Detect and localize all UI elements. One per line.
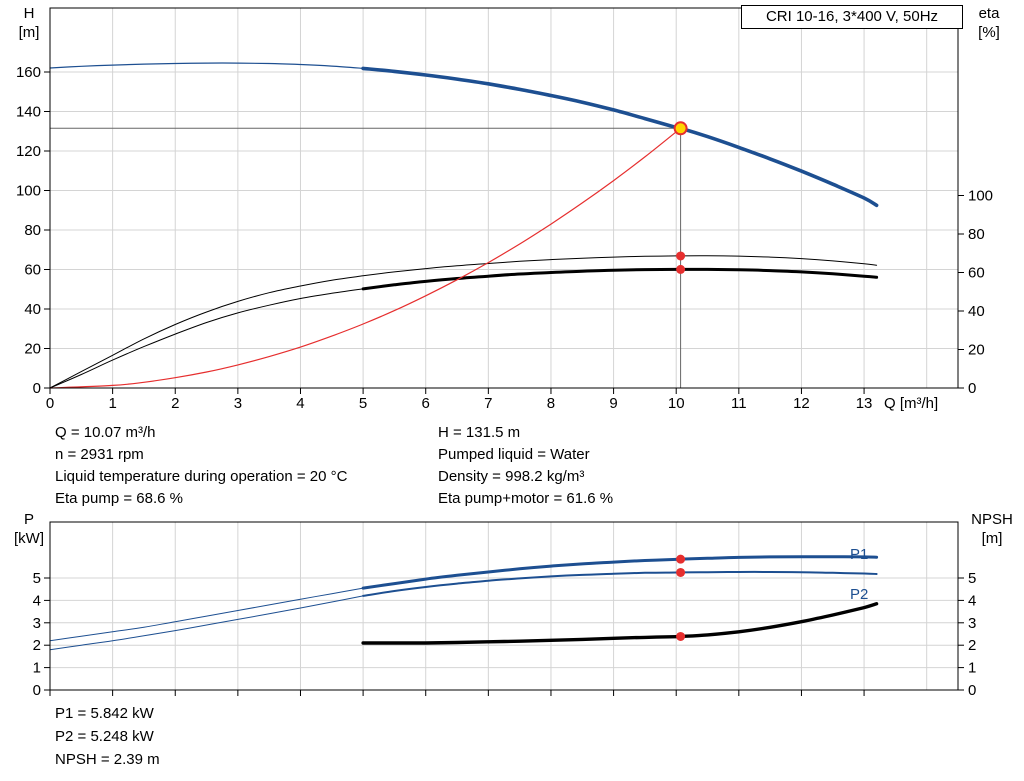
y-right-tick-label: 20 xyxy=(968,341,985,358)
y-right-tick-label: 60 xyxy=(968,264,985,281)
x-tick-label: 3 xyxy=(234,395,242,412)
y-right-tick-label: 2 xyxy=(968,637,976,654)
p1-curve xyxy=(361,555,879,590)
x-tick-label: 13 xyxy=(856,395,873,412)
x-tick-label: 4 xyxy=(296,395,304,412)
p1-lead-curve xyxy=(49,587,364,642)
info-eta-pump-motor: Eta pump+motor = 61.6 % xyxy=(438,490,614,507)
x-tick-label: 5 xyxy=(359,395,367,412)
pump-title-box: CRI 10-16, 3*400 V, 50Hz xyxy=(741,5,963,29)
p-axis-unit: [kW] xyxy=(14,530,44,547)
y-right-tick-label: 1 xyxy=(968,660,976,677)
p-axis-symbol: P xyxy=(23,511,34,528)
eta-pump-point xyxy=(676,251,686,261)
y-left-tick-label: 0 xyxy=(33,380,41,397)
info-p1: P1 = 5.842 kW xyxy=(55,705,154,722)
npsh-axis-title: NPSH [m] xyxy=(964,510,1020,548)
y-left-tick-label: 20 xyxy=(24,340,41,357)
y-left-tick-label: 4 xyxy=(33,592,41,609)
x-tick-label: 9 xyxy=(609,395,617,412)
duty-info-left: Q = 10.07 m³/h n = 2931 rpm Liquid tempe… xyxy=(55,422,347,510)
x-tick-label: 11 xyxy=(731,395,747,412)
y-left-tick-label: 100 xyxy=(16,182,41,199)
npsh-point xyxy=(676,631,686,641)
y-right-tick-label: 0 xyxy=(968,380,976,397)
info-liquid-temp: Liquid temperature during operation = 20… xyxy=(55,468,348,485)
y-left-tick-label: 3 xyxy=(33,615,41,632)
x-tick-label: 0 xyxy=(46,395,54,412)
head-lead-curve xyxy=(49,62,364,69)
system-curve xyxy=(49,127,682,389)
y-left-tick-label: 1 xyxy=(33,660,41,677)
eta-axis-title: eta [%] xyxy=(966,4,1012,42)
p2-lead-curve xyxy=(49,595,364,651)
info-h: H = 131.5 m xyxy=(438,424,521,441)
y-left-tick-label: 120 xyxy=(16,143,41,160)
info-n: n = 2931 rpm xyxy=(55,446,144,463)
y-left-tick-label: 140 xyxy=(16,103,41,120)
x-tick-label: 7 xyxy=(484,395,492,412)
y-left-tick-label: 5 xyxy=(33,570,41,587)
head-curve xyxy=(361,66,879,208)
y-left-tick-label: 40 xyxy=(24,301,41,318)
info-q: Q = 10.07 m³/h xyxy=(55,424,156,441)
x-tick-label: 10 xyxy=(668,395,685,412)
info-density: Density = 998.2 kg/m³ xyxy=(438,468,585,485)
h-axis-unit: [m] xyxy=(18,24,40,41)
npsh-axis-symbol: NPSH xyxy=(971,511,1013,528)
x-tick-label: 1 xyxy=(108,395,116,412)
y-left-tick-label: 160 xyxy=(16,64,41,81)
eta-pump-curve xyxy=(49,255,878,389)
x-tick-label: 6 xyxy=(422,395,430,412)
plot-border xyxy=(49,7,959,389)
eta-pump-motor-point xyxy=(676,264,686,274)
x-tick-label: 12 xyxy=(793,395,810,412)
y-right-tick-label: 0 xyxy=(968,682,976,699)
x-tick-label: 2 xyxy=(171,395,179,412)
info-eta-pump: Eta pump = 68.6 % xyxy=(55,490,183,507)
y-left-tick-label: 80 xyxy=(24,222,41,239)
y-left-tick-label: 60 xyxy=(24,261,41,278)
y-left-tick-label: 2 xyxy=(33,637,41,654)
y-right-tick-label: 5 xyxy=(968,570,976,587)
y-right-tick-label: 4 xyxy=(968,592,976,609)
p2-curve xyxy=(362,570,878,597)
y-right-tick-label: 80 xyxy=(968,226,985,243)
x-tick-label: 8 xyxy=(547,395,555,412)
eta-axis-unit: [%] xyxy=(978,24,1000,41)
duty-point xyxy=(673,121,688,136)
y-right-tick-label: 40 xyxy=(968,303,985,320)
npsh-curve xyxy=(361,602,879,645)
info-pumped-liquid: Pumped liquid = Water xyxy=(438,446,590,463)
eta-pump-motor-lead-curve xyxy=(49,288,364,389)
power-info: P1 = 5.842 kW P2 = 5.248 kW NPSH = 2.39 … xyxy=(55,702,160,771)
info-npsh: NPSH = 2.39 m xyxy=(55,751,160,768)
eta-axis-symbol: eta xyxy=(978,5,1000,22)
h-axis-symbol: H xyxy=(23,5,35,22)
eta-pump-motor-curve xyxy=(361,267,879,291)
y-right-tick-label: 3 xyxy=(968,615,976,632)
duty-info-right: H = 131.5 m Pumped liquid = Water Densit… xyxy=(438,422,613,510)
p2-label: P2 xyxy=(850,586,869,603)
info-p2: P2 = 5.248 kW xyxy=(55,728,154,745)
y-left-tick-label: 0 xyxy=(33,682,41,699)
y-right-tick-label: 100 xyxy=(968,187,993,204)
p1-point xyxy=(676,554,686,564)
plot-border xyxy=(49,521,959,691)
p2-point xyxy=(676,567,686,577)
p-axis-title: P [kW] xyxy=(6,510,52,548)
x-axis-title: Q [m³/h] xyxy=(884,395,939,412)
p1-label: P1 xyxy=(850,546,869,563)
h-axis-title: H [m] xyxy=(6,4,52,42)
npsh-axis-unit: [m] xyxy=(981,530,1003,547)
